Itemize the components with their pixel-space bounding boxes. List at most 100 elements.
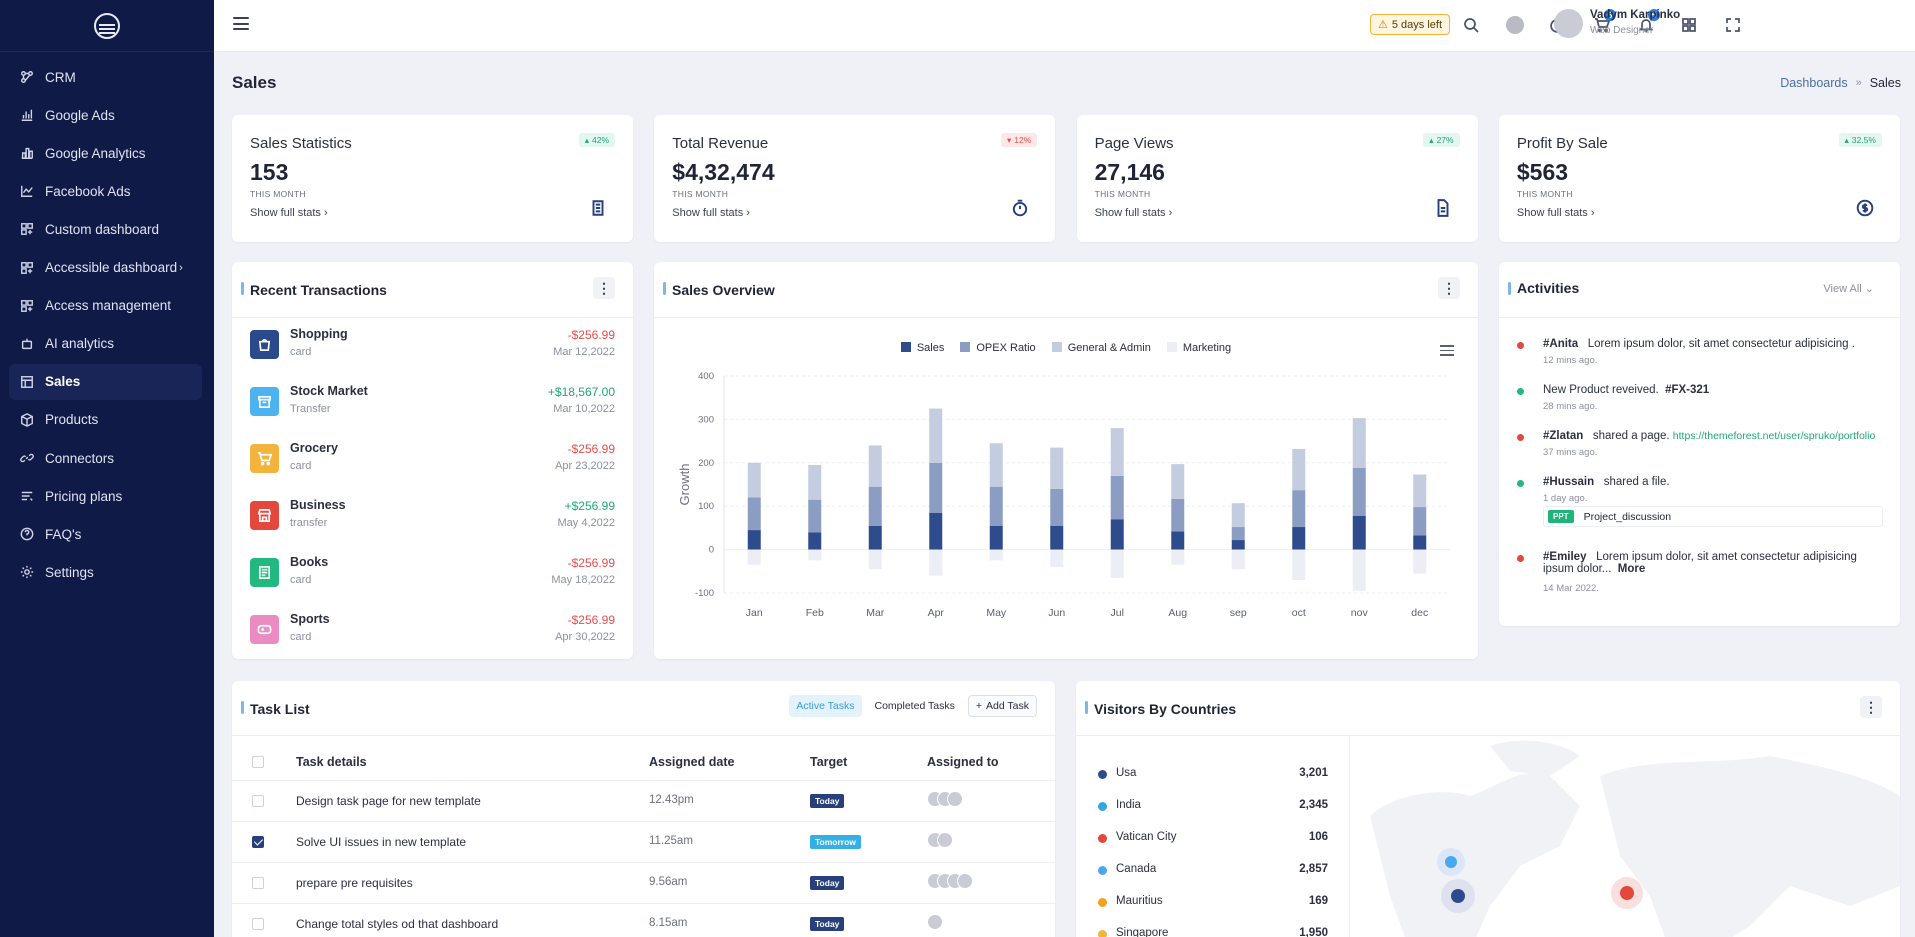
trial-badge[interactable]: ⚠ 5 days left — [1370, 14, 1451, 35]
legend-item[interactable]: OPEX Ratio — [960, 342, 1036, 354]
apps-grid-icon[interactable] — [1678, 14, 1700, 36]
list-item[interactable]: Shopping card -$256.99 Mar 12,2022 — [250, 325, 615, 365]
sidebar-item-settings[interactable]: Settings — [9, 554, 202, 590]
brand-logo[interactable] — [0, 0, 214, 52]
map-marker-usa[interactable] — [1451, 889, 1465, 903]
list-item[interactable]: Stock Market Transfer +$18,567.00 Mar 10… — [250, 382, 615, 422]
transaction-type: card — [290, 346, 312, 358]
file-attachment[interactable]: PPT Project_discussion — [1543, 506, 1883, 527]
activity-user[interactable]: #Zlatan — [1543, 430, 1584, 442]
sidebar-item-crm[interactable]: CRM — [9, 59, 202, 95]
country-row[interactable]: India 2,345 — [1098, 798, 1328, 818]
sidebar-item-google-ads[interactable]: Google Ads — [9, 97, 202, 133]
cart-icon[interactable]: 5 — [1591, 9, 1616, 36]
activity-message: Lorem ipsum dolor, sit amet consectetur … — [1587, 338, 1855, 350]
column-header[interactable]: Assigned to — [927, 755, 999, 769]
column-header[interactable]: Task details — [296, 755, 367, 769]
theme-color-toggle[interactable] — [1504, 14, 1526, 36]
assignee-avatars[interactable] — [927, 791, 963, 807]
file-name: Project_discussion — [1583, 510, 1672, 523]
country-name: Usa — [1116, 767, 1137, 779]
stopwatch-icon — [1011, 199, 1029, 217]
sidebar-item-custom-dashboard[interactable]: Custom dashboard — [9, 211, 202, 247]
more-options-icon[interactable]: ⋮ — [593, 277, 615, 299]
list-item[interactable]: Sports card -$256.99 Apr 30,2022 — [250, 610, 615, 650]
sidebar-item-access-management[interactable]: Access management — [9, 288, 202, 324]
menu-toggle-icon[interactable] — [233, 17, 249, 30]
cart-icon — [250, 444, 279, 473]
fullscreen-icon[interactable] — [1722, 14, 1744, 36]
column-header[interactable]: Assigned date — [649, 755, 735, 769]
activity-message: shared a file. — [1603, 476, 1670, 488]
more-link[interactable]: More — [1617, 563, 1646, 575]
activity-link[interactable]: https://themeforest.net/user/spruko/port… — [1672, 430, 1876, 442]
breadcrumb-dashboards-link[interactable]: Dashboards — [1780, 76, 1848, 90]
table-row[interactable]: Solve UI issues in new template 11.25am … — [232, 821, 1055, 862]
task-checkbox[interactable] — [252, 836, 264, 848]
trend-value: 27% — [1436, 135, 1454, 145]
table-row[interactable]: Design task page for new template 12.43p… — [232, 780, 1055, 821]
legend-item[interactable]: General & Admin — [1051, 342, 1151, 354]
assignee-avatars[interactable] — [927, 914, 943, 930]
sidebar-item-connectors[interactable]: Connectors — [9, 440, 202, 476]
tab-completed-tasks[interactable]: Completed Tasks — [874, 700, 955, 712]
add-task-button[interactable]: + Add Task — [967, 695, 1037, 717]
table-row[interactable]: Change total styles od that dashboard 8.… — [232, 903, 1055, 937]
country-row[interactable]: Vatican City 106 — [1098, 830, 1328, 850]
country-row[interactable]: Singapore 1,950 — [1098, 926, 1328, 937]
legend-item[interactable]: Marketing — [1166, 342, 1231, 354]
legend-item[interactable]: Sales — [900, 342, 944, 354]
country-row[interactable]: Mauritius 169 — [1098, 894, 1328, 914]
bell-icon[interactable]: 5 — [1635, 9, 1660, 36]
country-row[interactable]: Canada 2,857 — [1098, 862, 1328, 882]
status-dot — [1517, 555, 1524, 562]
country-row[interactable]: Usa 3,201 — [1098, 766, 1328, 786]
sidebar-item-google-analytics[interactable]: Google Analytics — [9, 135, 202, 171]
more-options-icon[interactable]: ⋮ — [1860, 696, 1882, 718]
list-item[interactable]: Business transfer +$256.99 May 4,2022 — [250, 496, 615, 536]
select-all-checkbox[interactable] — [252, 756, 264, 768]
show-full-stats-link[interactable]: Show full stats › — [672, 207, 750, 219]
sidebar-item-ai-analytics[interactable]: AI analytics — [9, 326, 202, 362]
task-checkbox[interactable] — [252, 877, 264, 889]
bar-opex-ratio-mar — [868, 486, 882, 526]
task-checkbox[interactable] — [252, 795, 264, 807]
transaction-amount: -$256.99 — [567, 442, 615, 456]
tab-active-tasks[interactable]: Active Tasks — [789, 695, 862, 717]
map-marker-canada[interactable] — [1445, 856, 1457, 868]
show-full-stats-link[interactable]: Show full stats › — [250, 207, 328, 219]
map-marker-vatican-city[interactable] — [1620, 886, 1634, 900]
user-name[interactable]: Vadym Karpinko — [1590, 9, 1681, 21]
sidebar-item-products[interactable]: Products — [9, 402, 202, 438]
column-header[interactable]: Target — [810, 755, 848, 769]
assignee-avatars[interactable] — [927, 832, 953, 848]
bar-opex-ratio-feb — [808, 499, 822, 533]
status-dot — [1517, 434, 1524, 441]
list-item[interactable]: Grocery card -$256.99 Apr 23,2022 — [250, 439, 615, 479]
table-row[interactable]: prepare pre requisites 9.56am Today — [232, 862, 1055, 903]
transaction-name: Sports — [290, 612, 330, 626]
sidebar-item-accessible-dashboard[interactable]: Accessible dashboard › — [9, 250, 202, 286]
avatar[interactable] — [1554, 9, 1583, 38]
x-tick-label: Jul — [1111, 607, 1124, 619]
world-map[interactable] — [1350, 736, 1900, 937]
sidebar-item-sales[interactable]: Sales — [9, 363, 202, 400]
search-icon[interactable] — [1460, 14, 1482, 36]
stat-value: $4,32,474 — [672, 159, 775, 185]
view-all-dropdown[interactable]: View All ⌄ — [1823, 282, 1874, 295]
activity-user[interactable]: #Anita — [1543, 338, 1579, 350]
activity-user[interactable]: #Emiley — [1543, 551, 1587, 563]
show-full-stats-link[interactable]: Show full stats › — [1517, 207, 1595, 219]
activity-user[interactable]: #Hussain — [1543, 476, 1595, 488]
sidebar-item-pricing-plans[interactable]: Pricing plans — [9, 478, 202, 514]
transaction-amount: -$256.99 — [567, 328, 615, 342]
more-options-icon[interactable]: ⋮ — [1438, 277, 1460, 299]
task-checkbox[interactable] — [252, 918, 264, 930]
chart-menu-icon[interactable] — [1440, 345, 1454, 359]
sidebar-item-faq-s[interactable]: FAQ's — [9, 516, 202, 552]
sidebar-item-facebook-ads[interactable]: Facebook Ads — [9, 173, 202, 209]
show-full-stats-link[interactable]: Show full stats › — [1095, 207, 1173, 219]
target-badge: Today — [810, 876, 845, 890]
list-item[interactable]: Books card -$256.99 May 18,2022 — [250, 553, 615, 593]
assignee-avatars[interactable] — [927, 873, 973, 889]
